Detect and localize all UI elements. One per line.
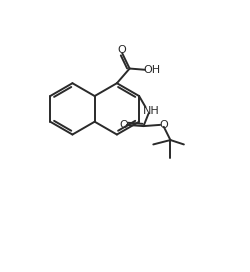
Text: NH: NH <box>142 106 159 116</box>
Text: O: O <box>118 45 126 55</box>
Text: O: O <box>160 120 168 130</box>
Text: O: O <box>119 120 128 130</box>
Text: OH: OH <box>144 65 161 75</box>
